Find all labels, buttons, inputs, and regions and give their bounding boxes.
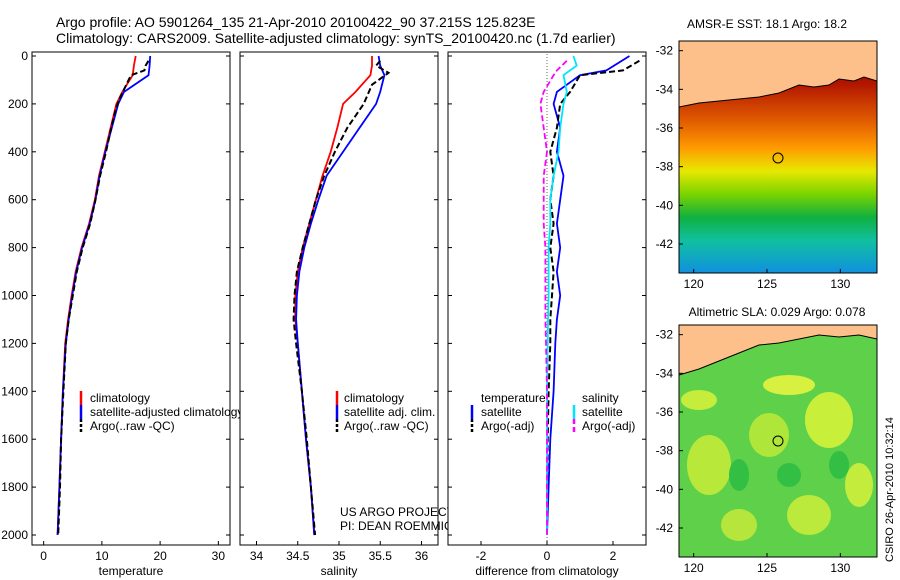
sla-blobs (681, 375, 873, 541)
ytick-label: 1600 (1, 432, 28, 446)
annotation-pi: PI: DEAN ROEMMICH (340, 519, 461, 533)
sla-map-frame (678, 324, 878, 558)
xtick-label: -2 (476, 549, 487, 563)
map-ytick-label: -38 (656, 444, 674, 458)
sst-coastline (679, 76, 877, 108)
xtick-label: 36 (415, 549, 429, 563)
xtick-label: 10 (95, 549, 109, 563)
legend-sal-argo: Argo(-adj) (582, 419, 635, 433)
map-ytick-label: -34 (656, 82, 674, 96)
legend-satellite-adj: satellite adj. clim. (344, 405, 435, 419)
legend-sal-satellite: satellite (582, 405, 623, 419)
map-ytick-label: -34 (656, 366, 674, 380)
legend-argo: Argo(..raw -QC) (344, 419, 429, 433)
map-ytick-label: -36 (656, 121, 674, 135)
ytick-label: 800 (8, 241, 28, 255)
csiro-timestamp: CSIRO 26-Apr-2010 10:32:14 (884, 417, 896, 562)
legend-climatology: climatology (90, 391, 150, 405)
salinity-xlabel: salinity (321, 564, 358, 578)
map-ytick-label: -32 (656, 328, 674, 342)
ytick-label: 1800 (1, 480, 28, 494)
sla-argo-marker (772, 435, 784, 447)
legend-temp-argo: Argo(-adj) (481, 419, 534, 433)
legend-temp-satellite: satellite (481, 405, 522, 419)
ytick-label: 0 (21, 49, 28, 63)
salinity-legend: climatology satellite adj. clim. Argo(..… (335, 391, 435, 433)
ytick-label: 1400 (1, 384, 28, 398)
xtick-label: 34 (250, 549, 264, 563)
xtick-label: 35 (332, 549, 346, 563)
ytick-label: 1200 (1, 336, 28, 350)
series-temperature-satellite (546, 55, 630, 536)
map-xtick-label: 125 (757, 561, 777, 575)
map-xtick-label: 130 (830, 277, 850, 291)
legend-argo: Argo(..raw -QC) (90, 419, 175, 433)
series-satellite-adjusted-climatology (56, 55, 152, 536)
difference-panel: -2 0 2 difference from climatology tempera… (447, 51, 647, 578)
sst-map-title: AMSR-E SST: 18.1 Argo: 18.2 (687, 17, 847, 31)
temperature-legend: climatology satellite-adjusted climatolo… (79, 391, 243, 433)
xtick-label: 0 (544, 549, 551, 563)
sst-map-panel: AMSR-E SST: 18.1 Argo: 18.2 (656, 17, 878, 291)
series-salinity-satellite (546, 55, 578, 535)
legend-salinity-title: salinity (582, 391, 619, 405)
sst-land (679, 41, 877, 107)
sla-map-panel: Altimetric SLA: 0.029 Argo: 0.078 120 125 (656, 305, 878, 575)
title-line-1: Argo profile: AO 5901264_135 21-Apr-2010… (56, 14, 536, 30)
map-xtick-label: 125 (757, 277, 777, 291)
series-argo-raw-qc- (292, 60, 391, 536)
ytick-label: 1000 (1, 289, 28, 303)
map-ytick-label: -36 (656, 405, 674, 419)
map-ytick-label: -40 (656, 482, 674, 496)
map-ytick-label: -42 (656, 237, 674, 251)
series-temperature-argo-adj- (546, 59, 640, 535)
sst-argo-marker (772, 152, 784, 164)
annotation-project: US ARGO PROJECT (340, 505, 455, 519)
ytick-label: 400 (8, 145, 28, 159)
sla-map (679, 325, 877, 557)
xtick-label: 35.5 (369, 549, 393, 563)
title-line-2: Climatology: CARS2009. Satellite-adjuste… (56, 30, 616, 46)
salinity-panel: 34 34.5 35 35.5 36 salinity climatology sate… (239, 51, 461, 578)
sla-map-title: Altimetric SLA: 0.029 Argo: 0.078 (689, 305, 866, 319)
legend-satellite-adjusted: satellite-adjusted climatology (90, 405, 243, 419)
legend-temperature-title: temperature (481, 391, 546, 405)
map-xtick-label: 130 (830, 561, 850, 575)
map-ytick-label: -38 (656, 160, 674, 174)
ytick-label: 200 (8, 97, 28, 111)
map-xtick-label: 120 (684, 277, 704, 291)
map-ytick-label: -42 (656, 521, 674, 535)
map-ytick-label: -32 (656, 44, 674, 58)
temperature-panel: 0 10 20 30 0 200 400 600 800 1000 1200 1400 1600 1800… (1, 49, 243, 578)
sst-map (679, 41, 877, 273)
map-ytick-label: -40 (656, 198, 674, 212)
temperature-axes (31, 51, 231, 546)
xtick-label: 2 (610, 549, 617, 563)
difference-xlabel: difference from climatology (475, 564, 618, 578)
series-argo-raw-qc- (57, 60, 150, 536)
xtick-label: 34.5 (286, 549, 310, 563)
ytick-label: 2000 (1, 528, 28, 542)
xtick-label: 30 (212, 549, 226, 563)
ytick-label: 600 (8, 193, 28, 207)
salinity-axes (239, 51, 439, 546)
xtick-label: 0 (40, 549, 47, 563)
difference-legend: temperature satellite Argo(-adj) salinit… (470, 391, 635, 433)
xtick-label: 20 (153, 549, 167, 563)
temperature-xlabel: temperature (99, 564, 164, 578)
sst-map-frame (678, 40, 878, 274)
series-salinity-argo-adj- (539, 60, 568, 535)
sla-coastline (679, 334, 877, 376)
sla-land (679, 325, 877, 375)
legend-climatology: climatology (344, 391, 404, 405)
map-xtick-label: 120 (684, 561, 704, 575)
